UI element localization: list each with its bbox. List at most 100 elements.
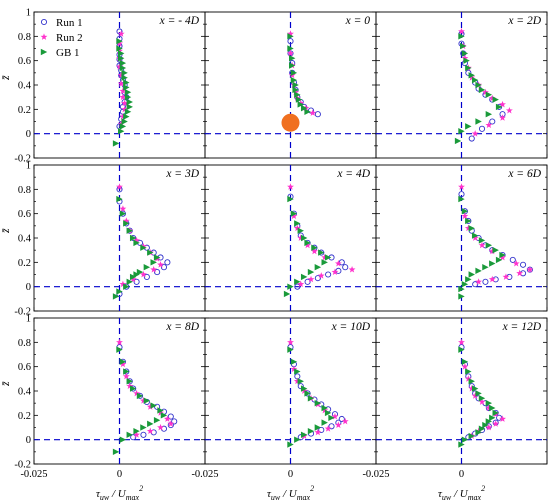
gb1-point [468, 271, 475, 278]
run2-point [157, 261, 164, 268]
panel-3: x = 2D [375, 11, 548, 159]
gb1-point [119, 436, 127, 443]
gb1-point [133, 271, 140, 278]
run2-point [499, 253, 506, 261]
gb1-point [300, 104, 308, 112]
gb1-point [118, 128, 125, 135]
gb1-point [118, 50, 125, 57]
gb1-point [129, 273, 137, 281]
gb1-point [150, 402, 157, 409]
y-tick-label: 0.8 [18, 185, 31, 196]
gb1-point [116, 38, 123, 45]
y-tick-label: 0.8 [18, 32, 31, 43]
gb1-point [475, 390, 482, 397]
gb1-point [458, 441, 465, 448]
x-tick-label: -0.025 [191, 469, 218, 480]
gb1-point [157, 407, 164, 414]
xlabel-u: U [289, 488, 298, 500]
gb1-point [123, 283, 130, 290]
run2-point [317, 272, 325, 279]
xlabel-u-sup: 2 [139, 484, 143, 493]
run1-point [489, 118, 496, 125]
legend-label: Run 2 [56, 32, 83, 44]
gb1-point [321, 419, 328, 426]
gb1-point [294, 436, 301, 443]
gb1-point [461, 281, 469, 288]
run1-point [509, 256, 516, 263]
gb1-point [129, 385, 137, 392]
gb1-point [294, 368, 301, 375]
run2-point [122, 372, 130, 380]
gb1-point [458, 285, 465, 293]
gb1-point [489, 404, 496, 412]
gb1-point [140, 244, 147, 251]
run1-point [167, 413, 174, 420]
run1-point [318, 426, 325, 433]
gb1-point [116, 195, 123, 203]
gb1-point [458, 346, 465, 353]
run1-point [294, 283, 301, 290]
run2-point [287, 49, 294, 57]
run1-point [164, 259, 171, 266]
gb1-point [458, 128, 465, 135]
gb1-point [126, 378, 133, 385]
run2-point [119, 93, 127, 101]
run2-point [458, 27, 465, 35]
gb1-point [300, 234, 308, 242]
gb1-point [465, 123, 472, 130]
run2-point [478, 398, 486, 405]
run2-point [488, 247, 496, 255]
y-axis-label: z̄ [0, 75, 12, 81]
run2-point [471, 234, 479, 241]
run2-point [119, 280, 127, 288]
gb1-point [116, 288, 123, 295]
run2-point [485, 121, 493, 129]
gb1-point [471, 76, 479, 84]
gb1-point [489, 414, 496, 421]
gb1-point [121, 74, 128, 81]
run2-point [307, 275, 315, 283]
run2-point [119, 113, 127, 120]
gb1-point [461, 358, 469, 365]
gb1-point [140, 424, 147, 431]
gb1-point [126, 227, 133, 234]
run2-point [146, 403, 154, 410]
xlabel-u-sup: 2 [481, 484, 485, 493]
gb1-point [297, 378, 304, 385]
gb1-point [287, 283, 294, 290]
gb1-point [150, 259, 157, 266]
y-tick-label: 0.4 [18, 234, 32, 245]
run2-point [331, 412, 339, 420]
gb1-point [295, 96, 303, 103]
run2-point [334, 259, 342, 267]
run2-point [133, 431, 141, 438]
gb1-point [124, 108, 132, 115]
gb1-point [468, 72, 475, 79]
y-tick-label: -0.2 [14, 307, 31, 318]
gb1-point [119, 210, 127, 217]
gb1-point [119, 59, 127, 67]
gb1-point [160, 412, 168, 419]
panel-title: x = 4D [336, 168, 370, 180]
run1-point [458, 191, 465, 198]
run2-point [146, 427, 154, 435]
xlabel-tau-sub: uw [442, 493, 452, 502]
gb1-point [136, 268, 144, 276]
run1-point [304, 278, 311, 285]
gb1-point [112, 293, 120, 300]
gb1-point [478, 237, 486, 244]
gb1-point [495, 256, 503, 264]
gb1-point [119, 123, 127, 130]
gb1-point [294, 220, 301, 227]
gb1-point [485, 91, 493, 98]
run2-point [331, 268, 339, 275]
y-tick-label: 0.2 [18, 258, 31, 269]
run1-point [468, 135, 475, 142]
gb1-point [475, 267, 482, 275]
run1-point [140, 431, 147, 438]
run2-point [300, 387, 308, 394]
run2-point [116, 338, 123, 346]
run2-point [121, 105, 129, 113]
run2-point [461, 212, 469, 220]
